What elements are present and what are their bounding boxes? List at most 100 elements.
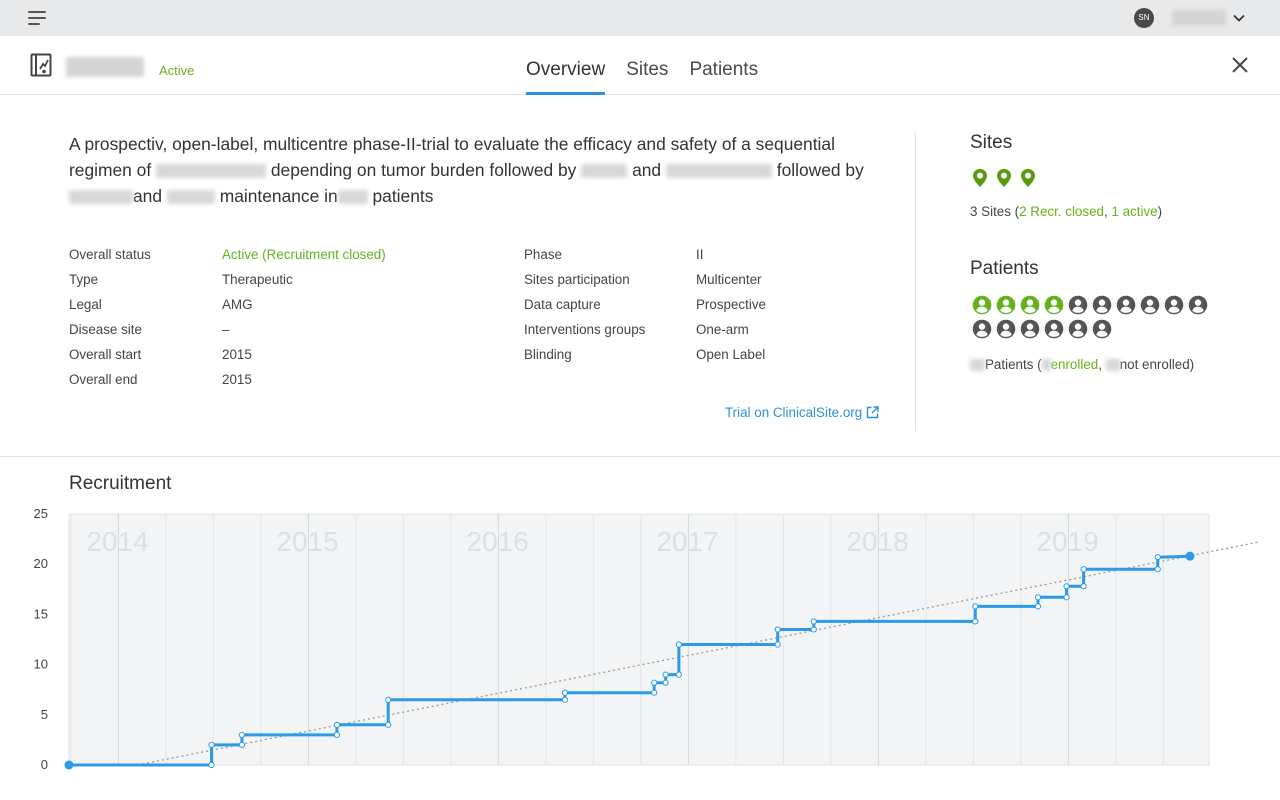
avatar[interactable]: SN bbox=[1134, 8, 1154, 28]
info-label: Type bbox=[69, 272, 99, 287]
external-link-icon bbox=[866, 406, 879, 419]
info-label: Sites participation bbox=[524, 272, 630, 287]
data-point bbox=[810, 618, 817, 625]
data-point bbox=[208, 761, 215, 769]
patients-enrolled-link[interactable]: enrolled bbox=[1050, 357, 1099, 372]
data-point bbox=[651, 679, 658, 686]
data-point bbox=[1034, 594, 1042, 601]
info-label: Overall end bbox=[69, 372, 138, 387]
tab-sites[interactable]: Sites bbox=[626, 59, 669, 80]
patient-enrolled-icon[interactable] bbox=[970, 293, 994, 317]
data-point bbox=[675, 671, 683, 678]
info-value: One-arm bbox=[696, 322, 749, 337]
trial-description: A prospectiv, open-label, multicentre ph… bbox=[69, 134, 864, 206]
data-point bbox=[651, 689, 658, 696]
patient-not-enrolled-icon[interactable] bbox=[1138, 293, 1162, 317]
trial-name bbox=[66, 57, 144, 77]
patient-not-enrolled-icon[interactable] bbox=[994, 317, 1018, 341]
info-label: Phase bbox=[524, 247, 562, 262]
data-point bbox=[972, 618, 979, 625]
y-tick-label: 10 bbox=[34, 657, 48, 672]
data-point bbox=[972, 603, 979, 610]
info-label: Overall start bbox=[69, 347, 142, 362]
y-tick-label: 20 bbox=[34, 556, 48, 571]
top-bar: SN bbox=[0, 0, 1280, 36]
data-point bbox=[385, 721, 392, 728]
data-point bbox=[561, 696, 569, 703]
info-value: Multicenter bbox=[696, 272, 762, 287]
trial-status-badge: Active bbox=[159, 63, 195, 78]
patient-not-enrolled-icon[interactable] bbox=[1090, 293, 1114, 317]
y-tick-label: 15 bbox=[34, 606, 48, 621]
site-pin-icon[interactable] bbox=[996, 168, 1012, 188]
year-label: 2018 bbox=[846, 526, 908, 557]
patient-not-enrolled-icon[interactable] bbox=[1018, 317, 1042, 341]
year-label: 2019 bbox=[1036, 526, 1098, 557]
menu-icon[interactable] bbox=[28, 11, 46, 25]
sites-title: Sites bbox=[970, 132, 1013, 153]
sites-closed-link[interactable]: 2 Recr. closed bbox=[1019, 204, 1104, 219]
info-label: Interventions groups bbox=[524, 322, 646, 337]
data-point bbox=[662, 679, 669, 686]
y-tick-label: 0 bbox=[41, 757, 48, 772]
data-point bbox=[1063, 594, 1070, 601]
data-point bbox=[1034, 603, 1042, 610]
patients-grid bbox=[970, 293, 1215, 341]
sites-summary: 3 Sites (2 Recr. closed, 1 active) bbox=[970, 204, 1163, 219]
info-value: II bbox=[696, 247, 704, 262]
redacted-text bbox=[69, 190, 133, 205]
y-tick-label: 25 bbox=[34, 506, 48, 521]
year-label: 2014 bbox=[86, 526, 148, 557]
redacted-text bbox=[337, 190, 368, 205]
info-label: Legal bbox=[69, 297, 102, 312]
info-label: Blinding bbox=[524, 347, 572, 362]
vertical-divider bbox=[915, 131, 916, 431]
data-point bbox=[1154, 566, 1161, 573]
info-value: 2015 bbox=[222, 372, 252, 387]
patient-not-enrolled-icon[interactable] bbox=[1162, 293, 1186, 317]
patient-not-enrolled-icon[interactable] bbox=[1066, 293, 1090, 317]
tab-patients[interactable]: Patients bbox=[689, 59, 759, 80]
user-name[interactable] bbox=[1172, 10, 1226, 26]
patient-enrolled-icon[interactable] bbox=[1018, 293, 1042, 317]
redacted-count bbox=[970, 359, 985, 372]
y-tick-label: 5 bbox=[41, 707, 48, 722]
data-point bbox=[208, 741, 215, 749]
patient-not-enrolled-icon[interactable] bbox=[1186, 293, 1210, 317]
chart-plot-area bbox=[68, 513, 1210, 766]
data-point bbox=[238, 731, 245, 738]
data-point bbox=[662, 671, 669, 678]
patient-not-enrolled-icon[interactable] bbox=[1042, 317, 1066, 341]
close-icon[interactable] bbox=[1230, 55, 1250, 75]
patient-not-enrolled-icon[interactable] bbox=[970, 317, 994, 341]
redacted-count bbox=[1041, 359, 1051, 372]
patient-enrolled-icon[interactable] bbox=[1042, 293, 1066, 317]
site-pin-icon[interactable] bbox=[972, 168, 988, 188]
trial-document-icon bbox=[30, 53, 52, 77]
patient-not-enrolled-icon[interactable] bbox=[1090, 317, 1114, 341]
clinicalsite-link-label: Trial on ClinicalSite.org bbox=[725, 405, 863, 420]
data-point bbox=[385, 696, 392, 703]
chevron-down-icon[interactable] bbox=[1232, 11, 1246, 25]
info-value: 2015 bbox=[222, 347, 252, 362]
patient-not-enrolled-icon[interactable] bbox=[1066, 317, 1090, 341]
data-point bbox=[333, 731, 340, 738]
patient-not-enrolled-icon[interactable] bbox=[1114, 293, 1138, 317]
clinicalsite-link[interactable]: Trial on ClinicalSite.org bbox=[725, 405, 879, 420]
data-point bbox=[561, 689, 569, 696]
year-label: 2016 bbox=[466, 526, 528, 557]
recruitment-chart: 2014 2015 2016 2017 2018 2019 0 5 10 15 20 25 bbox=[34, 506, 1259, 772]
site-pin-icon[interactable] bbox=[1020, 168, 1036, 188]
data-point bbox=[238, 741, 245, 749]
tab-bar: Overview Sites Patients bbox=[526, 36, 779, 95]
info-value: Therapeutic bbox=[222, 272, 293, 287]
patient-enrolled-icon[interactable] bbox=[994, 293, 1018, 317]
sites-active-link[interactable]: 1 active bbox=[1111, 204, 1158, 219]
recruitment-title: Recruitment bbox=[69, 473, 172, 494]
data-point bbox=[774, 641, 781, 648]
series-endpoint bbox=[64, 760, 74, 770]
overall-status-value: Active (Recruitment closed) bbox=[222, 247, 386, 262]
data-point bbox=[1080, 583, 1087, 590]
patients-title: Patients bbox=[970, 258, 1039, 279]
tab-overview[interactable]: Overview bbox=[526, 36, 606, 95]
